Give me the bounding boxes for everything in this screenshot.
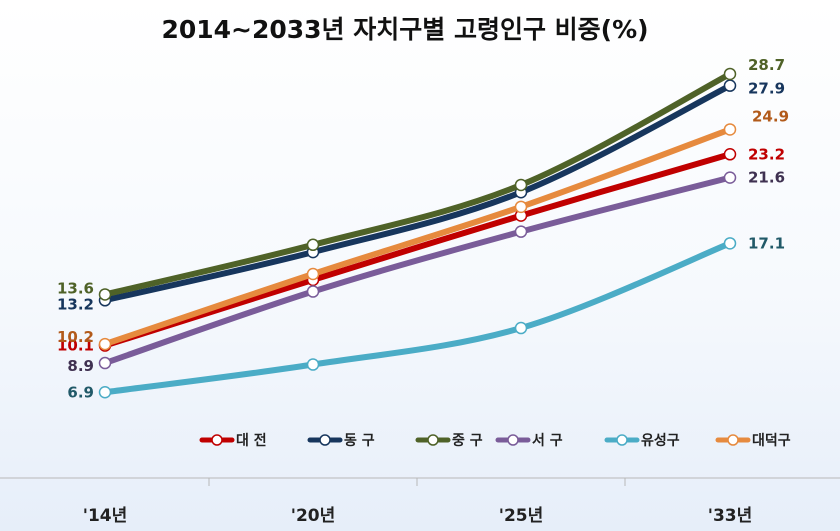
data-label: 13.2: [57, 295, 94, 313]
data-point: [723, 67, 737, 81]
data-point: [306, 285, 320, 298]
legend-swatch-marker: [319, 434, 331, 446]
data-point: [723, 237, 737, 250]
data-label: 21.6: [748, 169, 785, 187]
legend-entry: 동 구: [344, 433, 375, 449]
data-point: [723, 79, 737, 92]
data-label: 8.9: [67, 357, 94, 375]
series-lines: [98, 67, 737, 399]
data-point: [98, 288, 112, 301]
series-line: [102, 70, 733, 298]
data-point: [514, 225, 528, 238]
legend-entry: 유성구: [641, 433, 680, 449]
legend-entry: 대 전: [236, 432, 267, 449]
series-line: [102, 151, 733, 349]
legend-swatch-marker: [427, 434, 439, 446]
data-label: 10.1: [57, 337, 94, 355]
data-label: 17.1: [748, 234, 785, 252]
series-line: [102, 240, 733, 396]
data-point: [514, 321, 528, 335]
data-point: [723, 171, 737, 184]
data-point: [98, 356, 112, 370]
series-line: [102, 174, 733, 367]
data-point: [98, 337, 112, 351]
x-tick-label: '33년: [708, 506, 753, 526]
chart-title: 2014~2033년 자치구별 고령인구 비중(%): [161, 15, 648, 44]
data-label: 13.6: [57, 279, 94, 297]
legend-swatch-marker: [211, 434, 223, 446]
legend-entry: 대덕구: [752, 432, 791, 449]
data-point: [306, 267, 320, 281]
legend-swatch-marker: [727, 434, 739, 446]
x-tick-label: '14년: [83, 506, 128, 526]
series-line: [102, 82, 733, 304]
data-point: [306, 358, 320, 371]
data-label: 23.2: [748, 145, 785, 163]
legend-entry: 중 구: [452, 433, 483, 449]
legend-swatch-marker: [507, 434, 519, 446]
data-label: 24.9: [752, 107, 789, 125]
data-point: [514, 178, 528, 192]
x-axis: '14년 '20년 '25년 '33년: [0, 477, 840, 526]
data-point: [723, 148, 737, 161]
data-point: [514, 200, 528, 214]
data-point: [723, 123, 737, 136]
data-label: 6.9: [67, 383, 94, 401]
data-label: 27.9: [748, 80, 785, 98]
x-tick-label: '20년: [291, 506, 336, 526]
legend-swatch-marker: [616, 434, 628, 446]
series-line: [102, 126, 733, 348]
data-point: [98, 386, 112, 399]
x-tick-label: '25년: [499, 506, 544, 526]
data-labels: 10.1 23.2 13.2 27.9 13.6 28.7 8.9 21.6 6.9 17.1 10…: [57, 56, 789, 401]
data-point: [306, 238, 320, 252]
legend: 대 전 동 구 중 구 서 구 유성구 대덕구: [199, 432, 791, 449]
legend-entry: 서 구: [532, 433, 563, 449]
data-label: 10.2: [57, 328, 94, 346]
data-label: 28.7: [748, 56, 785, 74]
